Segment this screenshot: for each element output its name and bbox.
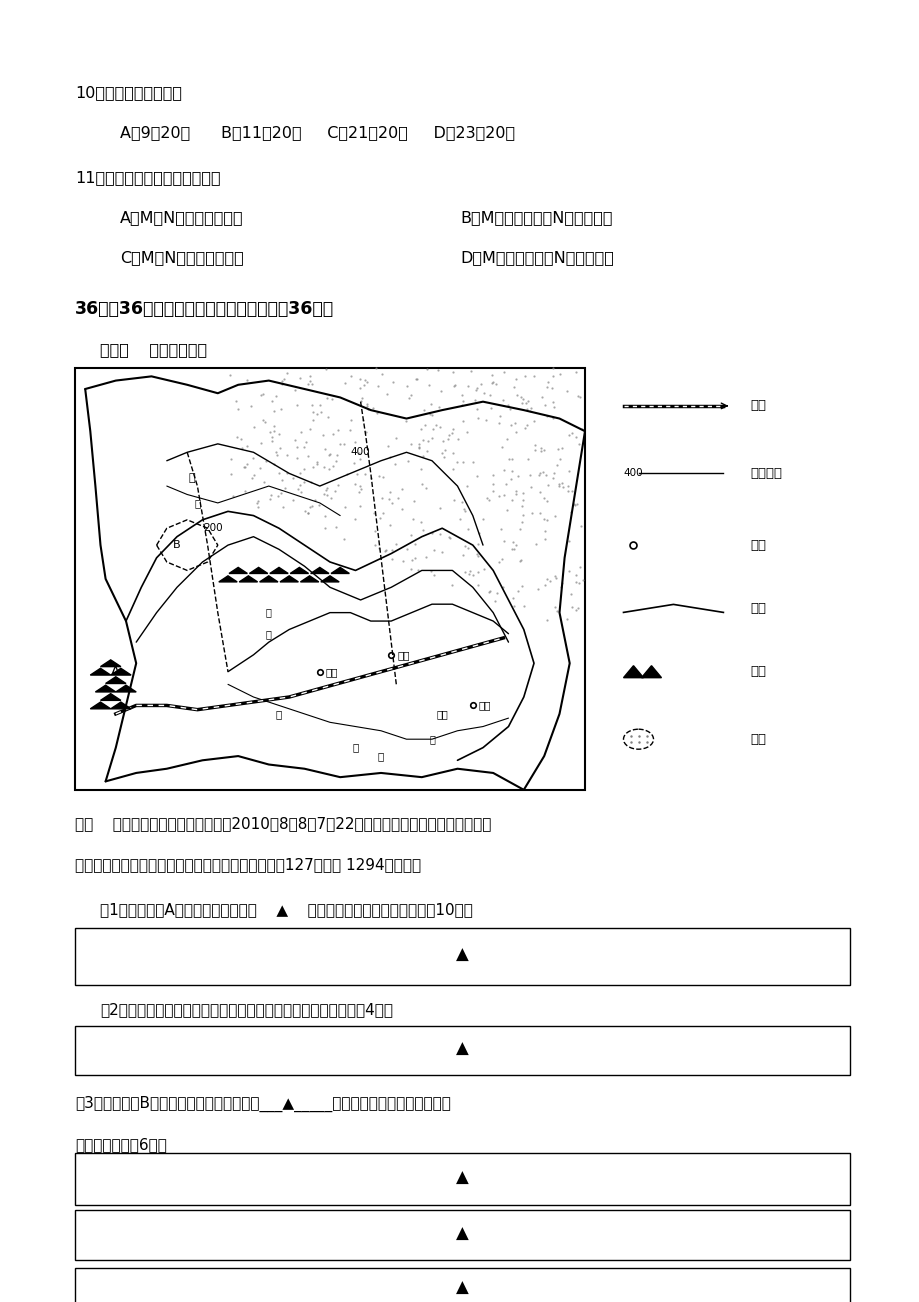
Text: 城市: 城市 xyxy=(750,539,766,552)
Polygon shape xyxy=(229,568,247,573)
Polygon shape xyxy=(641,665,661,677)
Text: 山脉: 山脉 xyxy=(750,665,766,678)
Text: 黄: 黄 xyxy=(352,742,358,753)
Polygon shape xyxy=(219,575,237,582)
Text: 200: 200 xyxy=(203,523,222,534)
Text: ▲: ▲ xyxy=(456,1225,469,1242)
Polygon shape xyxy=(331,568,349,573)
Text: 沙漠: 沙漠 xyxy=(750,733,766,746)
Polygon shape xyxy=(106,677,126,684)
Text: 舟曲: 舟曲 xyxy=(478,700,491,711)
Text: 黄: 黄 xyxy=(276,708,282,719)
Text: （4）分析图中城市的主要分布特征及其原因。（8分）: （4）分析图中城市的主要分布特征及其原因。（8分） xyxy=(100,1180,329,1195)
Polygon shape xyxy=(301,575,319,582)
Polygon shape xyxy=(90,702,110,708)
Polygon shape xyxy=(289,568,308,573)
Text: 兰州: 兰州 xyxy=(397,650,409,660)
Text: （2）读图中等降水量线分布，分析图示地区降水的分布特征。（4分）: （2）读图中等降水量线分布，分析图示地区降水的分布特征。（4分） xyxy=(100,1001,392,1017)
Text: A．M、N两点均向东移动: A．M、N两点均向东移动 xyxy=(119,210,244,225)
Text: A．9时20分      B．11时20分     C．21时20分     D．23时20分: A．9时20分 B．11时20分 C．21时20分 D．23时20分 xyxy=(119,125,515,141)
Text: 弱: 弱 xyxy=(188,473,196,483)
Text: B．M点向西移动，N点向东移动: B．M点向西移动，N点向东移动 xyxy=(460,210,612,225)
Text: 材料一    我国某区域图: 材料一 我国某区域图 xyxy=(100,342,207,357)
Text: （3）图中字母B代表的等降水量线的数值是___▲_____，分析该线闭合区域降水出现: （3）图中字母B代表的等降水量线的数值是___▲_____，分析该线闭合区域降水… xyxy=(75,1096,450,1112)
Text: （5）读图和材料二，简要分析舟曲发生特大泥石流的自然原因。（8分）: （5）读图和材料二，简要分析舟曲发生特大泥石流的自然原因。（8分） xyxy=(75,1229,377,1245)
Polygon shape xyxy=(321,575,339,582)
Text: D．M点向东移动，N点向西移动: D．M点向东移动，N点向西移动 xyxy=(460,250,613,264)
Text: 10．此时，北京时间为: 10．此时，北京时间为 xyxy=(75,85,182,100)
Polygon shape xyxy=(269,568,288,573)
Text: ▲: ▲ xyxy=(456,947,469,965)
Text: 河: 河 xyxy=(378,751,384,762)
Text: ▲: ▲ xyxy=(456,1169,469,1186)
Polygon shape xyxy=(110,702,131,708)
Polygon shape xyxy=(75,1268,849,1302)
Text: 料二    甘肃舟曲位于甘肃南部山区，2010年8月8日7日22点左右，甘肃舟曲县突发泥石流灾: 料二 甘肃舟曲位于甘肃南部山区，2010年8月8日7日22点左右，甘肃舟曲县突发… xyxy=(75,816,491,831)
Text: 舟曲: 舟曲 xyxy=(436,708,448,719)
Text: 水: 水 xyxy=(266,629,271,639)
Polygon shape xyxy=(100,660,120,667)
Polygon shape xyxy=(249,568,267,573)
Polygon shape xyxy=(75,368,584,790)
Text: 河流: 河流 xyxy=(750,602,766,615)
Text: A: A xyxy=(111,665,120,678)
Text: 400: 400 xyxy=(350,448,370,457)
Text: 西宁: 西宁 xyxy=(325,667,338,677)
Polygon shape xyxy=(311,568,329,573)
Text: ▲: ▲ xyxy=(456,1279,469,1297)
Text: 差异的原因。（6分）: 差异的原因。（6分） xyxy=(75,1137,166,1152)
Text: 水: 水 xyxy=(194,497,200,508)
Polygon shape xyxy=(75,1152,849,1204)
Text: 11．此时，由此绬线向北则图中: 11．此时，由此绬线向北则图中 xyxy=(75,171,221,185)
Polygon shape xyxy=(259,575,278,582)
Polygon shape xyxy=(110,668,131,674)
Text: 400: 400 xyxy=(623,469,642,478)
Text: ▲: ▲ xyxy=(456,1040,469,1059)
Polygon shape xyxy=(100,694,120,700)
Polygon shape xyxy=(239,575,257,582)
Text: 36、（36分）读下列材料，回答问题。（36分）: 36、（36分）读下列材料，回答问题。（36分） xyxy=(75,299,334,318)
Text: B: B xyxy=(173,540,181,551)
Text: 害。泥石流瞬间冲进县城，并形成堰塞湖，至少造成127人遇难 1294人失踪。: 害。泥石流瞬间冲进县城，并形成堰塞湖，至少造成127人遇难 1294人失踪。 xyxy=(75,857,421,872)
Text: C．M、N两点均向西移动: C．M、N两点均向西移动 xyxy=(119,250,244,264)
Polygon shape xyxy=(75,1026,849,1074)
Polygon shape xyxy=(90,668,110,674)
Text: （1）图中字母A代表的山脉的名称是    ▲    ，简述该地形区的地理意义。（10分）: （1）图中字母A代表的山脉的名称是 ▲ ，简述该地形区的地理意义。（10分） xyxy=(100,902,472,917)
Polygon shape xyxy=(96,685,116,691)
Text: 河: 河 xyxy=(428,734,435,745)
Text: 铁路: 铁路 xyxy=(750,400,766,413)
Polygon shape xyxy=(623,665,642,677)
Polygon shape xyxy=(279,575,298,582)
Polygon shape xyxy=(116,685,136,691)
Text: 渭: 渭 xyxy=(266,608,271,617)
Polygon shape xyxy=(75,1210,849,1260)
Polygon shape xyxy=(75,928,849,984)
Text: 等降水线: 等降水线 xyxy=(750,467,781,480)
